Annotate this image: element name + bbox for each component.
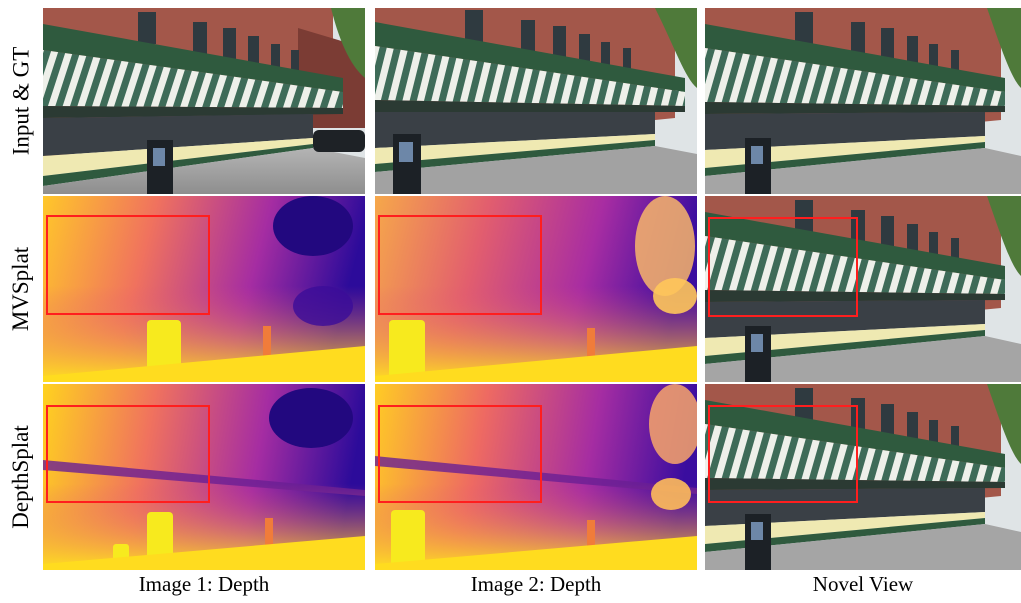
depthsplat-depth-image-1 bbox=[43, 384, 365, 570]
input-image-1 bbox=[43, 8, 365, 194]
highlight-box bbox=[708, 405, 858, 503]
depthsplat-depth-image-2 bbox=[375, 384, 697, 570]
row-label-text: Input & GT bbox=[8, 46, 34, 156]
mvsplat-depth-image-2 bbox=[375, 196, 697, 382]
highlight-box bbox=[708, 217, 858, 317]
input-image-2 bbox=[375, 8, 697, 194]
column-caption-image-1: Image 1: Depth bbox=[43, 572, 365, 597]
highlight-box bbox=[46, 405, 210, 503]
highlight-box bbox=[46, 215, 210, 315]
row-label-text: DepthSplat bbox=[8, 425, 33, 529]
depthsplat-novel-view bbox=[705, 384, 1021, 570]
row-label-text: MVSplat bbox=[8, 246, 33, 332]
highlight-box bbox=[378, 405, 542, 503]
row-label-depthsplat: DepthSplat bbox=[0, 384, 42, 570]
column-caption-novel-view: Novel View bbox=[705, 572, 1021, 597]
caption-text: Image 2: Depth bbox=[470, 572, 602, 596]
row-label-mvsplat: MVSplat bbox=[0, 196, 42, 382]
column-caption-image-2: Image 2: Depth bbox=[375, 572, 697, 597]
row-label-input-gt: Input & GT bbox=[0, 8, 42, 194]
highlight-box bbox=[378, 215, 542, 315]
gt-novel-view bbox=[705, 8, 1021, 194]
mvsplat-novel-view bbox=[705, 196, 1021, 382]
caption-text: Novel View bbox=[812, 572, 914, 596]
caption-text: Image 1: Depth bbox=[138, 572, 270, 596]
mvsplat-depth-image-1 bbox=[43, 196, 365, 382]
